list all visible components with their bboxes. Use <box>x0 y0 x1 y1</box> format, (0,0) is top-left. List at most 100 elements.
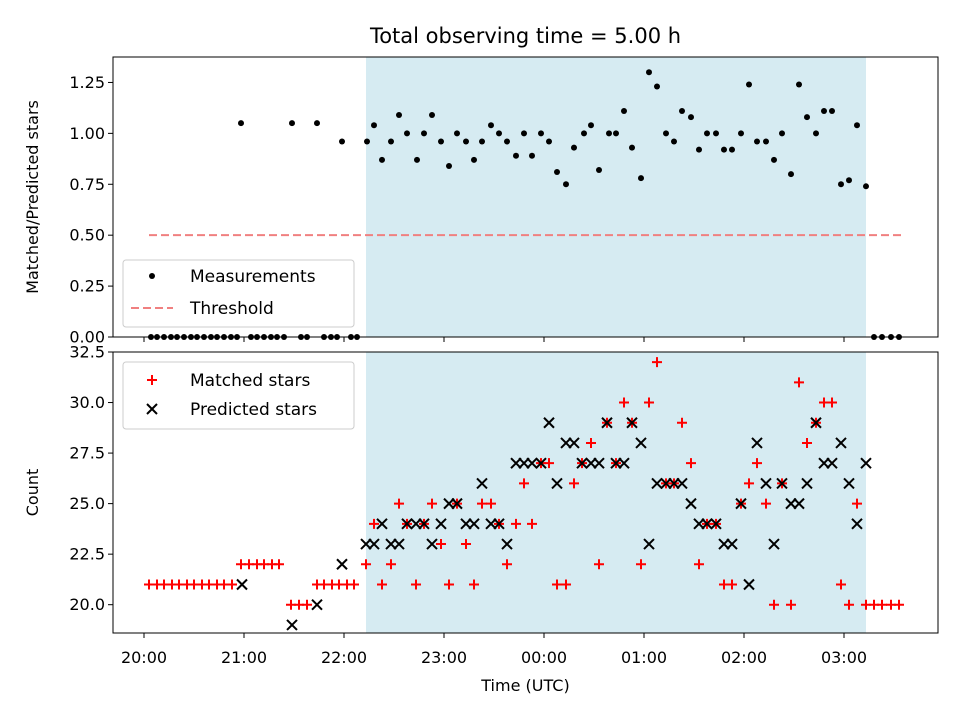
legend-measurements-label: Measurements <box>190 267 316 287</box>
predicted-star-point <box>843 477 855 490</box>
matched-star-point <box>594 559 604 570</box>
measurement-point <box>339 138 345 145</box>
matched-star-point <box>877 599 887 610</box>
measurement-point <box>364 138 370 145</box>
predicted-star-point <box>760 477 772 490</box>
predicted-star-point <box>768 538 780 550</box>
predicted-star-point <box>468 518 480 530</box>
matched-star-point <box>677 417 687 428</box>
measurement-point <box>421 130 427 137</box>
measurement-point <box>638 175 644 182</box>
measurement-point <box>838 181 844 188</box>
matched-star-point <box>469 579 479 590</box>
bottom-ytick-label: 27.5 <box>69 444 105 463</box>
predicted-star-point <box>376 518 388 530</box>
bottom-xtick-label: 20:00 <box>121 648 167 667</box>
matched-star-point <box>552 579 562 590</box>
matched-star-point <box>361 559 371 570</box>
top-legend: Measurements Threshold <box>122 259 355 328</box>
bottom-xtick-label: 00:00 <box>521 648 567 667</box>
measurement-point <box>721 146 727 153</box>
top-ytick-label: 0.50 <box>69 226 105 245</box>
predicted-star-point <box>643 538 655 550</box>
predicted-star-point <box>501 538 513 550</box>
measurement-point <box>429 112 435 119</box>
matched-star-point <box>461 539 471 550</box>
predicted-star-point <box>426 538 438 550</box>
measurement-point <box>696 146 702 153</box>
measurement-point <box>529 152 535 159</box>
predicted-star-point <box>535 457 547 469</box>
measurement-point <box>846 177 852 184</box>
x-axis-label: Time (UTC) <box>480 676 569 695</box>
measurement-point <box>546 138 552 145</box>
measurement-point <box>414 156 420 163</box>
predicted-star-point <box>336 558 348 570</box>
bottom-legend-box <box>122 361 355 430</box>
measurement-point <box>289 120 295 127</box>
matched-star-point <box>386 559 396 570</box>
matched-star-point <box>444 579 454 590</box>
matched-star-point <box>852 498 862 509</box>
matched-star-point <box>802 437 812 448</box>
top-ytick-label: 1.00 <box>69 124 105 143</box>
measurement-point <box>404 130 410 137</box>
measurement-point <box>504 138 510 145</box>
predicted-star-point <box>418 518 430 530</box>
predicted-star-point <box>435 518 447 530</box>
measurement-point <box>738 130 744 137</box>
measurement-point <box>779 130 785 137</box>
bottom-ytick-label: 20.0 <box>69 595 105 614</box>
matched-star-point <box>377 579 387 590</box>
measurement-point <box>463 138 469 145</box>
matched-star-point <box>477 498 487 509</box>
bottom-xtick-label: 21:00 <box>221 648 267 667</box>
top-ytick-label: 0.75 <box>69 175 105 194</box>
matched-star-point <box>569 478 579 489</box>
measurement-point <box>654 83 660 90</box>
measurement-point <box>563 181 569 188</box>
measurement-point <box>314 120 320 127</box>
top-ytick-label: 0.00 <box>69 328 105 347</box>
predicted-star-point <box>801 477 813 490</box>
bottom-ytick-label: 22.5 <box>69 545 105 564</box>
measurement-point <box>613 130 619 137</box>
legend-threshold-label: Threshold <box>189 299 274 319</box>
matched-star-point <box>686 458 696 469</box>
matched-star-point <box>744 478 754 489</box>
predicted-star-point <box>236 578 248 591</box>
matched-star-point <box>511 518 521 529</box>
matched-star-point <box>619 397 629 408</box>
predicted-star-point <box>851 518 863 530</box>
legend-predicted-marker <box>146 403 158 415</box>
matched-star-point <box>694 559 704 570</box>
measurement-point <box>621 107 627 114</box>
predicted-star-point <box>635 437 647 449</box>
measurement-point <box>788 171 794 178</box>
measurement-point <box>238 120 244 127</box>
measurement-point <box>713 130 719 137</box>
matched-star-point <box>586 437 596 448</box>
measurement-point <box>521 130 527 137</box>
measurement-point <box>588 122 594 129</box>
predicted-star-point <box>751 437 763 449</box>
legend-predicted-label: Predicted stars <box>190 400 317 420</box>
predicted-star-point <box>393 538 405 550</box>
predicted-star-points <box>236 417 872 631</box>
measurement-point <box>596 167 602 174</box>
predicted-star-point <box>311 598 323 611</box>
predicted-star-point <box>401 518 413 530</box>
measurement-point <box>729 146 735 153</box>
matched-star-point <box>652 357 662 368</box>
matched-star-point <box>349 579 359 590</box>
predicted-star-point <box>793 497 805 510</box>
measurement-point <box>496 130 502 137</box>
matched-star-point <box>894 599 904 610</box>
predicted-star-point <box>651 477 663 490</box>
bottom-xtick-label: 23:00 <box>421 648 467 667</box>
bottom-xtick-label: 03:00 <box>821 648 867 667</box>
bottom-axes-frame <box>112 351 939 634</box>
predicted-star-point <box>576 457 588 469</box>
matched-star-point <box>727 579 737 590</box>
